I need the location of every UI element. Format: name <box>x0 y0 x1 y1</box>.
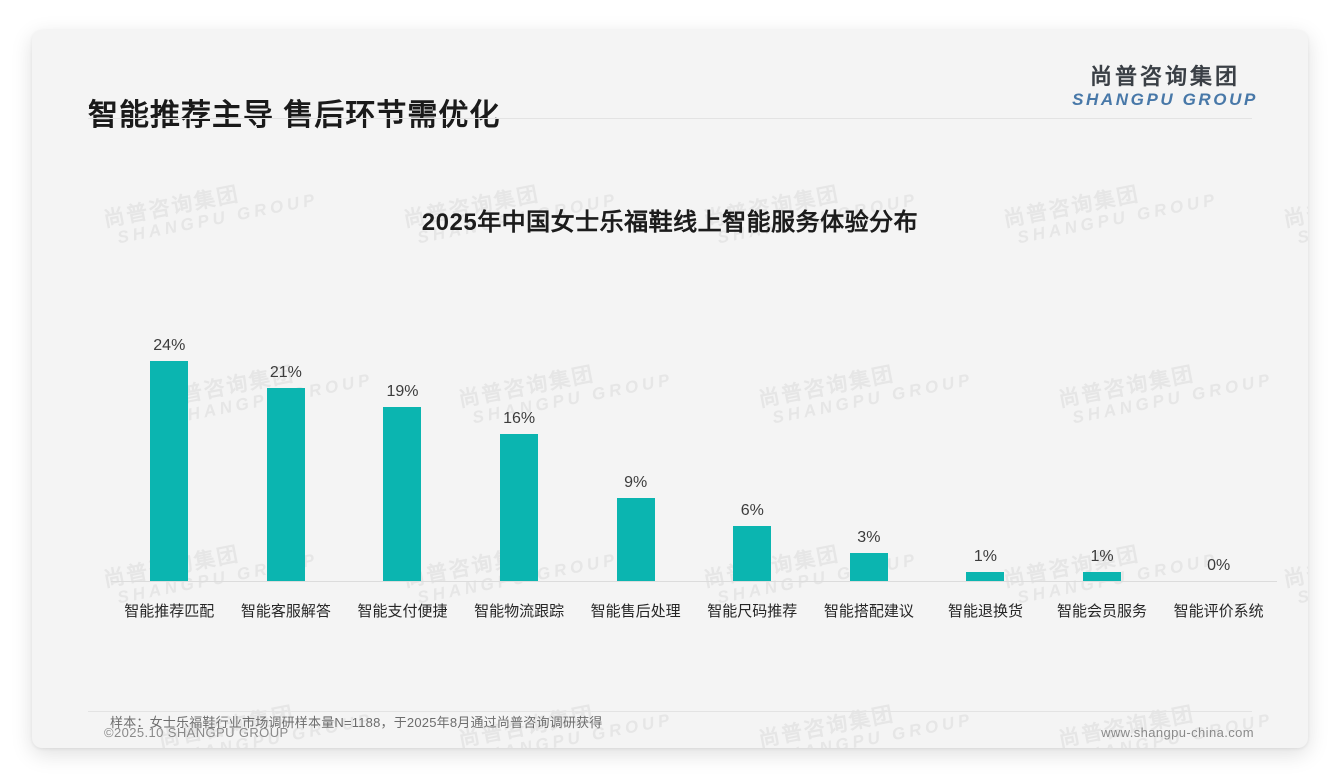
x-axis-tick-label: 智能退换货 <box>947 603 1023 620</box>
bar-value-label: 16% <box>503 410 536 427</box>
bar-column[interactable]: 3% <box>811 331 928 581</box>
bar[interactable] <box>616 498 655 581</box>
bar-column[interactable]: 21% <box>228 331 345 581</box>
x-axis-line <box>111 581 1277 582</box>
x-axis-tick-label: 智能会员服务 <box>1057 603 1148 620</box>
bar-column[interactable]: 19% <box>344 331 461 581</box>
bar[interactable] <box>500 434 539 581</box>
bar-value-label: 1% <box>973 548 998 565</box>
bar[interactable] <box>849 553 888 581</box>
bar[interactable] <box>383 407 422 581</box>
bar-value-label: 19% <box>386 383 419 400</box>
bar-value-label: 1% <box>1090 548 1114 565</box>
x-axis-labels: 智能推荐匹配 智能客服解答 智能支付便捷 智能物流跟踪 智能售后处理 智能尺码推荐 智能搭配… <box>111 600 1277 621</box>
slide-header: 智能推荐主导 售后环节需优化 尚普咨询集团 SHANGPU GROUP <box>32 30 1308 132</box>
bar[interactable] <box>266 388 305 581</box>
sample-note: 样本：女士乐福鞋行业市场调研样本量N=1188，于2025年8月通过尚普咨询调研… <box>110 715 603 730</box>
x-axis-tick-label: 智能客服解答 <box>240 603 331 620</box>
x-axis-tick-label: 智能物流跟踪 <box>474 603 565 620</box>
x-axis-tick-label: 智能搭配建议 <box>823 603 914 620</box>
x-axis-tick-label: 智能售后处理 <box>590 603 681 620</box>
x-axis-tick-label: 智能评价系统 <box>1173 603 1264 620</box>
chart-title: 2025年中国女士乐福鞋线上智能服务体验分布 <box>421 209 919 236</box>
bar-value-label: 24% <box>153 337 186 354</box>
x-axis-tick-label: 智能推荐匹配 <box>124 603 215 620</box>
footer-divider <box>88 711 1252 712</box>
bar-column[interactable]: 0% <box>1160 331 1277 581</box>
bar[interactable] <box>733 526 772 581</box>
bar[interactable] <box>1083 572 1122 581</box>
page-title: 智能推荐主导 售后环节需优化 <box>88 99 501 132</box>
bar-value-label: 21% <box>269 364 302 381</box>
bar-value-label: 0% <box>1207 557 1231 574</box>
brand-logo: 尚普咨询集团 SHANGPU GROUP <box>1070 64 1260 111</box>
bar-column[interactable]: 1% <box>927 331 1044 581</box>
bar-value-label: 9% <box>624 474 648 491</box>
bar-column[interactable]: 24% <box>111 331 228 581</box>
brand-logo-cn: 尚普咨询集团 <box>1089 64 1240 89</box>
bar-chart: 24% 21% 19% 16% 9% 6% 3% 1% 1% 0% 智能推荐匹配 智能客服解答 智能支… <box>78 280 1277 635</box>
bar-column[interactable]: 1% <box>1044 331 1161 581</box>
bar-value-label: 3% <box>857 529 881 546</box>
website-url: www.shangpu-china.com <box>1101 725 1254 740</box>
bar-column[interactable]: 6% <box>694 331 811 581</box>
bar-column[interactable]: 16% <box>461 331 578 581</box>
copyright-text: ©2025.10 SHANGPU GROUP <box>104 725 289 740</box>
brand-logo-en: SHANGPU GROUP <box>1072 90 1258 110</box>
slide-card: 尚普咨询集团 SHANGPU GROUP 尚普咨询集团 SHANGPU GROUP 尚普… <box>32 30 1308 748</box>
bar[interactable] <box>150 361 189 581</box>
bar-column[interactable]: 9% <box>577 331 694 581</box>
bar-series: 24% 21% 19% 16% 9% 6% 3% 1% 1% 0% <box>111 331 1277 581</box>
header-divider <box>88 118 1252 119</box>
bar-value-label: 6% <box>740 502 764 519</box>
x-axis-tick-label: 智能尺码推荐 <box>707 603 798 620</box>
slide-footer: ©2025.10 SHANGPU GROUP www.shangpu-china… <box>32 711 1308 748</box>
x-axis-tick-label: 智能支付便捷 <box>357 603 448 620</box>
bar[interactable] <box>966 572 1005 581</box>
